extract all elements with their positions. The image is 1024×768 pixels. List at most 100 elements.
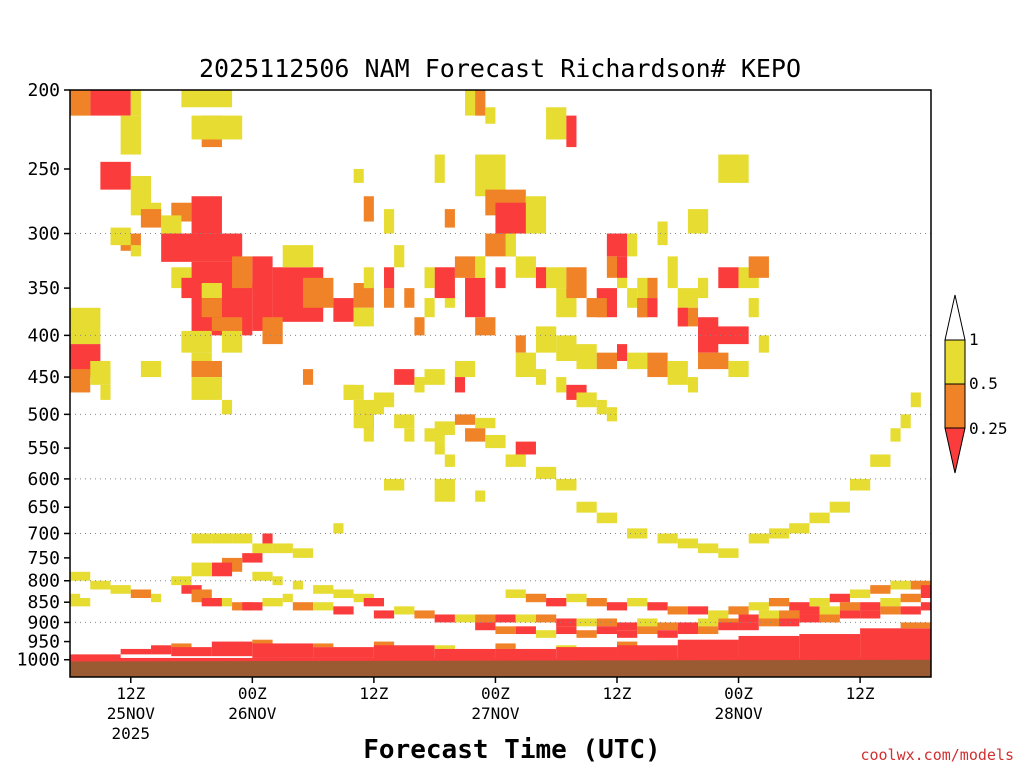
heatmap-cell (70, 654, 121, 660)
heatmap-cell (849, 478, 871, 491)
heatmap-cell (262, 533, 273, 544)
heatmap-cell (606, 256, 617, 278)
heatmap-cell (302, 369, 314, 385)
heatmap-cell (738, 635, 800, 662)
heatmap-cell (252, 639, 273, 646)
heatmap-cell (708, 610, 729, 619)
heatmap-cell (647, 352, 668, 378)
heatmap-cell (272, 543, 293, 554)
y-axis-ticks: 200 250 300 350 400 450 500 550 600 650 700 7508008… (17, 80, 70, 671)
heatmap-cell (181, 330, 212, 353)
heatmap-cell (515, 626, 536, 635)
heatmap-cells (70, 90, 931, 677)
heatmap-cell (191, 533, 212, 544)
heatmap-cell (718, 548, 739, 558)
heatmap-cell (221, 598, 233, 607)
pressure-gridlines (70, 233, 931, 623)
heatmap-cell (292, 580, 303, 590)
heatmap-cell (566, 267, 587, 299)
heatmap-cell (546, 107, 567, 140)
heatmap-cell (181, 277, 202, 299)
heatmap-cell (819, 606, 840, 615)
heatmap-cell (748, 533, 769, 544)
heatmap-cell (535, 267, 547, 289)
heatmap-cell (698, 277, 709, 299)
heatmap-cell (748, 602, 769, 611)
legend-label-3: 0.25 (969, 419, 1008, 438)
legend-label-2: 0.5 (969, 374, 998, 393)
heatmap-cell (667, 606, 688, 615)
x-axis-label: Forecast Time (UTC) (363, 735, 660, 765)
y-tick-label: 850 (27, 592, 60, 613)
heatmap-cell (171, 643, 192, 649)
heatmap-cell (191, 115, 243, 140)
heatmap-cell (566, 115, 577, 148)
legend-swatch-1 (944, 339, 966, 385)
heatmap-cell (546, 598, 567, 607)
heatmap-cell (70, 598, 91, 607)
heatmap-cell (171, 647, 212, 657)
heatmap-cell (535, 369, 547, 385)
heatmap-cell (515, 441, 536, 455)
heatmap-cell (201, 298, 222, 318)
heatmap-cell (90, 360, 111, 385)
heatmap-cell (363, 267, 374, 289)
ground-surface (70, 659, 931, 677)
heatmap-cell (738, 614, 759, 623)
heatmap-cell (616, 641, 638, 648)
legend-open-top (944, 294, 966, 341)
heatmap-cell (424, 298, 435, 318)
heatmap-cell (394, 606, 415, 615)
heatmap-cell (454, 377, 466, 393)
heatmap-cell (880, 598, 901, 607)
heatmap-cell (252, 543, 273, 554)
heatmap-cell (596, 618, 617, 627)
heatmap-cell (475, 154, 506, 197)
heatmap-cell (434, 478, 455, 502)
x-tick-label: 00Z (481, 684, 510, 703)
heatmap-cell (829, 501, 850, 513)
heatmap-cell (758, 618, 780, 627)
credit-text: coolwx.com/models (860, 746, 1014, 764)
heatmap-cell (475, 417, 496, 429)
heatmap-cell (677, 538, 699, 549)
heatmap-cell (910, 580, 931, 590)
heatmap-cell (394, 414, 415, 429)
y-tick-label: 700 (27, 523, 60, 544)
heatmap-cell (667, 360, 688, 385)
heatmap-cell (282, 593, 293, 603)
heatmap-cell (556, 626, 577, 635)
heatmap-cell (191, 562, 212, 577)
heatmap-cell (414, 317, 425, 336)
heatmap-cell (434, 267, 455, 299)
heatmap-cell (495, 643, 516, 649)
x-tick-label: 12Z (846, 684, 875, 703)
heatmap-cell (232, 533, 253, 544)
heatmap-cell (211, 641, 253, 657)
heatmap-cell (333, 589, 354, 599)
heatmap-cell (181, 90, 233, 108)
heatmap-cell (454, 256, 476, 278)
heatmap-cell (748, 256, 769, 278)
heatmap-cell (384, 209, 395, 234)
heatmap-cell (657, 533, 678, 544)
heatmap-cell (789, 602, 810, 611)
heatmap-cell (515, 256, 536, 278)
heatmap-cell (758, 335, 769, 353)
heatmap-cell (313, 643, 334, 648)
legend: 1 0.5 0.25 (944, 294, 1008, 474)
heatmap-cell (444, 454, 455, 467)
heatmap-cell (485, 107, 496, 124)
heatmap-cell (151, 593, 162, 603)
heatmap-cell (677, 288, 699, 308)
heatmap-cell (252, 643, 314, 658)
heatmap-cell (860, 628, 931, 662)
heatmap-cell (434, 614, 455, 623)
x-tick-label: 12Z (603, 684, 632, 703)
heatmap-cell (151, 645, 172, 655)
heatmap-cell (120, 648, 152, 655)
x-tick-date: 28NOV (714, 704, 763, 723)
heatmap-cell (728, 360, 749, 378)
heatmap-cell (849, 589, 871, 599)
heatmap-cell (373, 392, 395, 408)
